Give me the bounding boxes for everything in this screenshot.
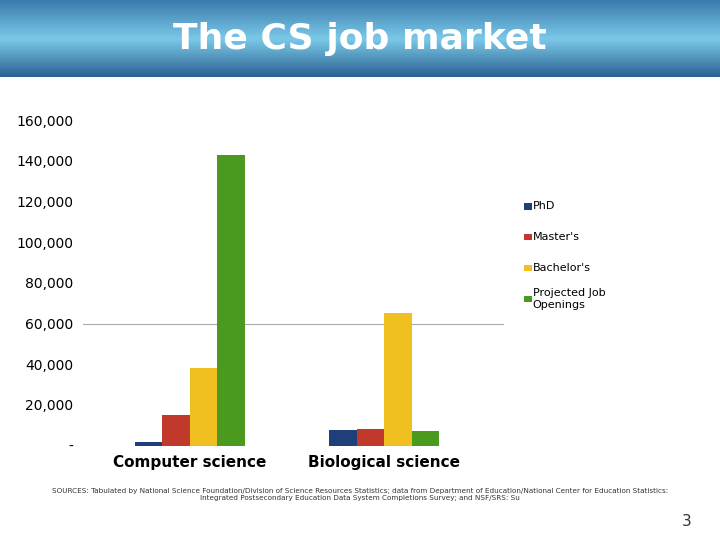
Bar	[524, 296, 531, 302]
Bar	[384, 313, 412, 446]
Text: Projected Job
Openings: Projected Job Openings	[533, 288, 606, 310]
Bar	[190, 368, 217, 446]
Bar	[329, 430, 356, 445]
Bar	[356, 429, 384, 445]
Bar	[524, 234, 531, 240]
Text: The CS job market: The CS job market	[173, 22, 547, 56]
Text: SOURCES: Tabulated by National Science Foundation/Division of Science Resources : SOURCES: Tabulated by National Science F…	[52, 488, 668, 501]
Text: Master's: Master's	[533, 232, 580, 242]
Bar	[217, 155, 245, 446]
Bar	[135, 442, 162, 446]
Bar	[412, 431, 439, 446]
Text: 3: 3	[681, 514, 691, 529]
Bar	[524, 203, 531, 210]
Text: PhD: PhD	[533, 201, 555, 211]
Bar	[524, 265, 531, 271]
Bar	[162, 415, 190, 445]
Text: Bachelor's: Bachelor's	[533, 263, 590, 273]
